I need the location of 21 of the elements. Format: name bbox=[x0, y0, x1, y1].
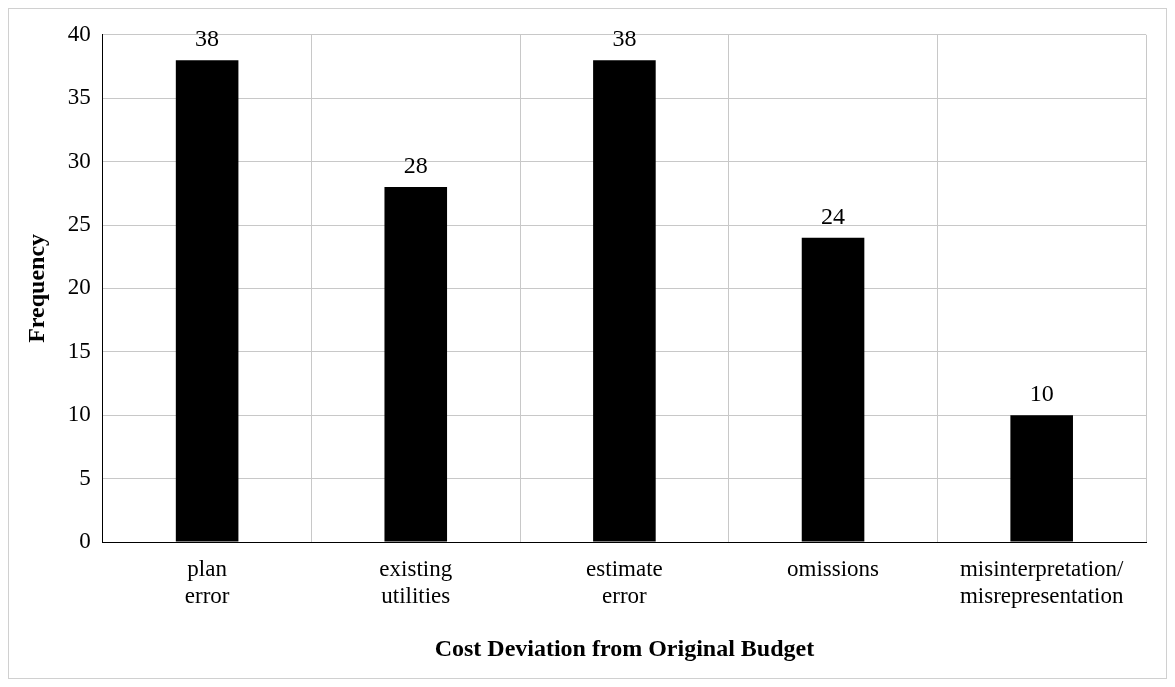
data-label: 38 bbox=[612, 25, 637, 52]
data-label: 28 bbox=[403, 152, 428, 179]
y-axis-title: Frequency bbox=[22, 233, 49, 343]
x-tick-label: misinterpretation/misrepresentation bbox=[959, 555, 1125, 609]
y-tick-label: 5 bbox=[79, 464, 91, 490]
y-tick-label: 35 bbox=[67, 84, 91, 110]
x-tick-label: existing utilities bbox=[379, 555, 453, 609]
x-axis-title: Cost Deviation from Original Budget bbox=[434, 634, 815, 661]
y-tick-label: 15 bbox=[67, 337, 91, 363]
y-tick-label: 10 bbox=[67, 401, 91, 427]
y-tick-label: 0 bbox=[79, 528, 91, 554]
x-tick-label: plan error bbox=[184, 555, 230, 609]
y-tick-label: 30 bbox=[67, 147, 91, 173]
y-tick-label: 25 bbox=[67, 211, 91, 237]
y-tick-label: 20 bbox=[67, 274, 91, 300]
x-tick-label: estimate error bbox=[586, 555, 663, 609]
data-label: 38 bbox=[195, 25, 220, 52]
y-tick-label: 40 bbox=[67, 20, 91, 46]
data-label: 24 bbox=[821, 202, 846, 229]
x-tick-label: omissions bbox=[787, 555, 880, 581]
data-label: 10 bbox=[1029, 380, 1054, 407]
